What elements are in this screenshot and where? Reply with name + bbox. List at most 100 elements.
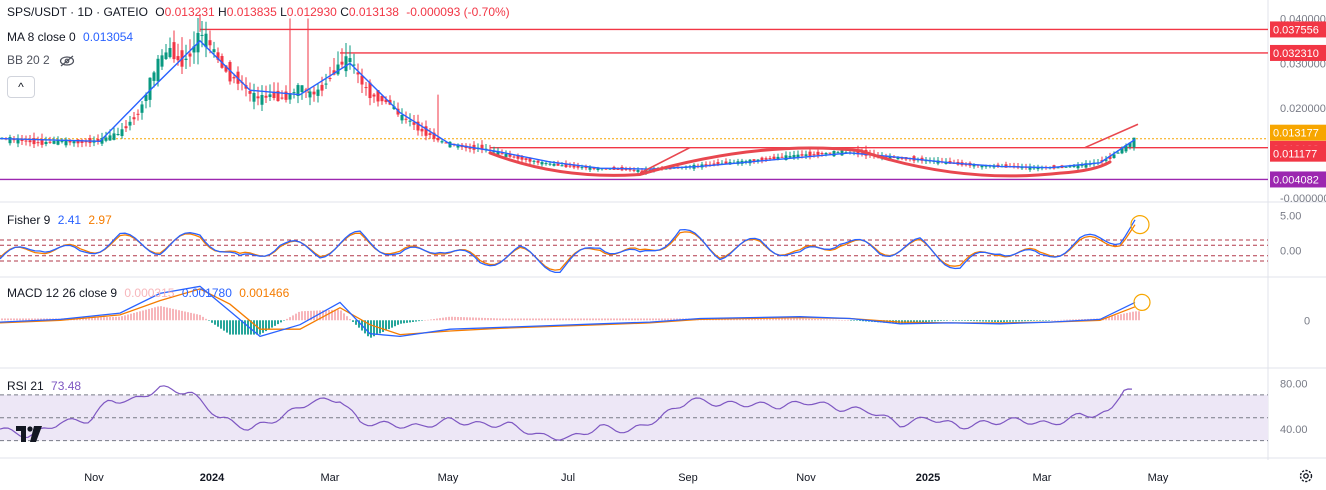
price-candle-body <box>316 89 320 96</box>
price-candle-body <box>788 155 792 158</box>
macd-histogram-bar <box>574 318 576 321</box>
macd-legend[interactable]: MACD 12 26 close 9 0.000315 0.001780 0.0… <box>7 286 289 300</box>
tradingview-logo-icon[interactable] <box>16 426 42 442</box>
macd-histogram-bar <box>796 318 798 321</box>
macd-histogram-bar <box>244 320 246 335</box>
price-candle-body <box>284 91 288 100</box>
ma-legend[interactable]: MA 8 close 0 0.013054 <box>7 30 133 44</box>
macd-histogram-bar <box>142 310 144 321</box>
macd-histogram-bar <box>31 318 33 321</box>
price-candle-body <box>332 70 336 75</box>
macd-histogram-bar <box>802 318 804 321</box>
bb-legend[interactable]: BB 20 2 <box>7 53 75 67</box>
macd-histogram-bar <box>862 320 864 322</box>
macd-histogram-bar <box>496 318 498 321</box>
macd-histogram-bar <box>769 318 771 321</box>
price-candle-body <box>252 92 256 102</box>
price-candle-body <box>12 139 16 141</box>
eye-hidden-icon[interactable] <box>59 55 75 67</box>
price-candle-body <box>344 56 348 72</box>
macd-histogram-bar <box>529 318 531 321</box>
price-tick-1: 0.030000 <box>1280 58 1326 70</box>
macd-histogram-bar <box>856 320 858 321</box>
fisher-legend[interactable]: Fisher 9 2.41 2.97 <box>7 213 112 227</box>
symbol-title[interactable]: SPS/USDT · 1D · GATEIO <box>7 5 148 19</box>
macd-histogram-bar <box>652 318 654 321</box>
macd-histogram-bar <box>478 317 480 321</box>
macd-histogram-bar <box>436 318 438 321</box>
macd-histogram-bar <box>238 320 240 335</box>
macd-histogram-bar <box>502 318 504 321</box>
macd-histogram-bar <box>1018 320 1020 322</box>
price-candle-body <box>628 169 632 171</box>
macd-histogram-bar <box>601 318 603 321</box>
macd-histogram-bar <box>301 311 303 321</box>
macd-histogram-bar <box>1021 320 1023 322</box>
macd-histogram-bar <box>793 318 795 321</box>
macd-histogram-bar <box>541 318 543 321</box>
macd-histogram-bar <box>1 318 3 321</box>
macd-value: 0.001780 <box>181 286 232 300</box>
price-candle-body <box>168 48 172 58</box>
macd-histogram-bar <box>439 318 441 321</box>
price-candle-body <box>384 99 388 103</box>
macd-histogram-bar <box>853 320 855 321</box>
macd-histogram-bar <box>211 320 213 323</box>
price-candle-body <box>108 135 112 141</box>
macd-histogram-bar <box>139 311 141 321</box>
price-candle-body <box>208 40 212 46</box>
price-candle-body <box>280 97 284 99</box>
collapse-legend-button[interactable]: ^ <box>7 76 35 98</box>
price-candle-body <box>1080 165 1084 167</box>
macd-histogram-bar <box>184 311 186 321</box>
price-candle-body <box>224 65 228 72</box>
price-candle-body <box>552 163 556 166</box>
macd-histogram-bar <box>943 320 945 321</box>
macd-histogram-bar <box>976 320 978 322</box>
macd-histogram-bar <box>658 318 660 321</box>
macd-histogram-bar <box>160 306 162 321</box>
macd-histogram-bar <box>253 320 255 335</box>
price-candle-body <box>524 158 528 160</box>
macd-histogram-bar <box>499 318 501 321</box>
macd-histogram-bar <box>145 309 147 321</box>
macd-histogram-bar <box>373 320 375 337</box>
price-candle-body <box>340 61 344 65</box>
price-candle-body <box>808 151 812 157</box>
price-candle-body <box>264 95 268 98</box>
macd-histogram-bar <box>448 316 450 321</box>
macd-histogram-bar <box>289 317 291 321</box>
price-candle-body <box>752 159 756 162</box>
price-candle-body <box>780 156 784 158</box>
close-label: C <box>340 5 349 19</box>
macd-histogram-bar <box>319 310 321 321</box>
macd-histogram-bar <box>25 318 27 321</box>
x-tick-2: Mar <box>321 472 340 484</box>
macd-histogram-bar <box>937 320 939 322</box>
price-candle-body <box>200 34 204 36</box>
macd-histogram-bar <box>220 320 222 329</box>
macd-histogram-bar <box>568 318 570 321</box>
macd-histogram-bar <box>364 320 366 334</box>
rsi-legend[interactable]: RSI 21 73.48 <box>7 379 81 393</box>
macd-histogram-bar <box>463 317 465 321</box>
macd-histogram-bar <box>604 318 606 321</box>
macd-histogram-bar <box>592 318 594 321</box>
macd-histogram-bar <box>85 317 87 321</box>
macd-histogram-bar <box>535 318 537 321</box>
macd-histogram-bar <box>157 306 159 321</box>
price-candle-body <box>360 75 364 85</box>
macd-histogram-bar <box>94 317 96 321</box>
macd-histogram-bar <box>283 320 285 321</box>
price-candle-body <box>132 117 136 120</box>
macd-histogram-bar <box>664 318 666 321</box>
macd-histogram-bar <box>271 320 273 328</box>
settings-gear-icon[interactable] <box>1298 468 1314 484</box>
price-candle-body <box>500 153 504 155</box>
price-candle-body <box>96 138 100 142</box>
macd-histogram-bar <box>940 320 942 321</box>
high-label: H <box>218 5 227 19</box>
macd-histogram-bar <box>400 320 402 324</box>
price-candle-body <box>156 58 160 82</box>
